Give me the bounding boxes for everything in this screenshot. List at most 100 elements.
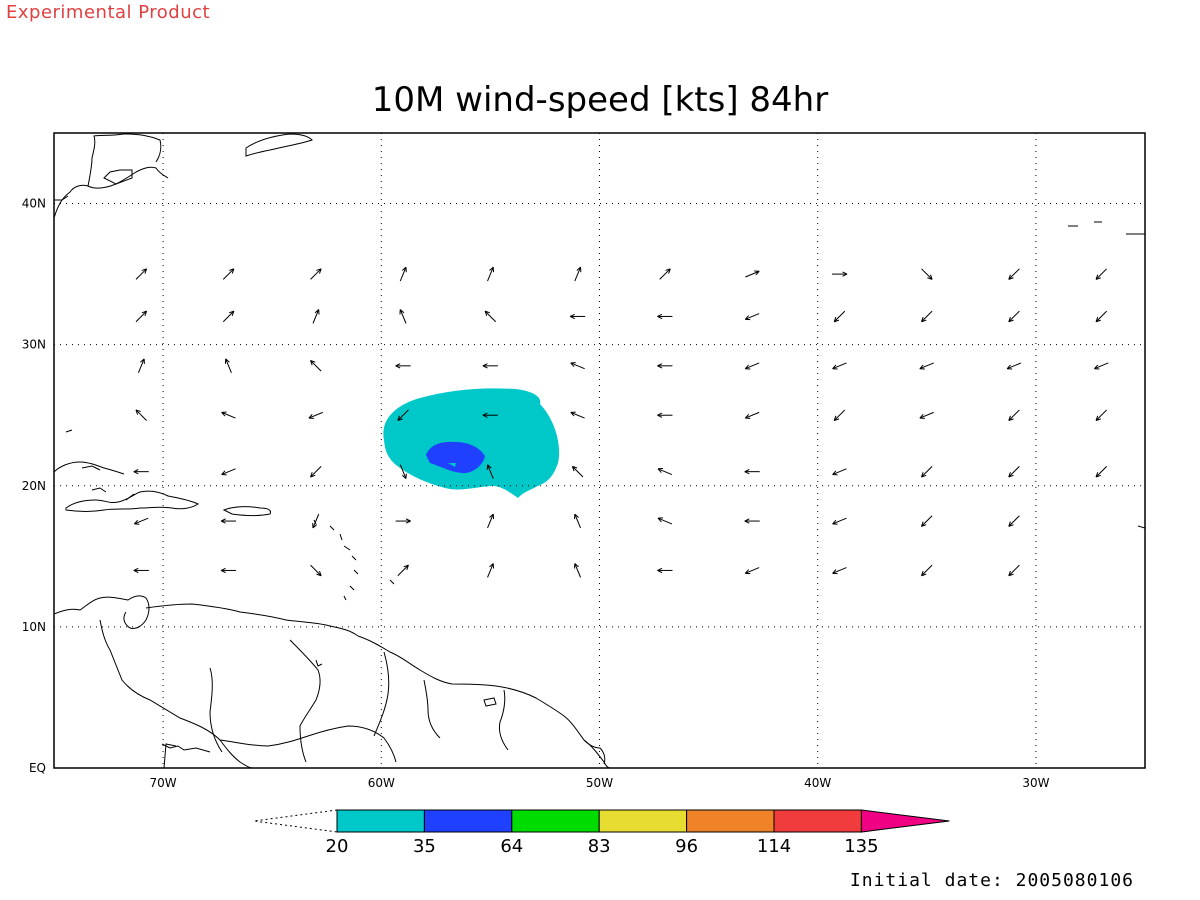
wind-vector (1008, 564, 1020, 577)
wind-vector (312, 513, 320, 529)
lat-tick-label: 30N (22, 338, 46, 352)
wind-vector (135, 310, 148, 323)
wind-vector (921, 515, 933, 527)
wind-vector (921, 268, 933, 280)
wind-vector (745, 270, 760, 278)
wind-vector (133, 517, 149, 525)
lon-tick-label: 70W (150, 776, 177, 790)
lat-tick-label: 40N (22, 197, 46, 211)
lon-tick-label: 40W (804, 776, 831, 790)
colorbar-swatch (598, 809, 688, 833)
wind-vector (919, 362, 934, 370)
lat-lon-grid (54, 133, 1145, 768)
wind-vector (659, 268, 671, 280)
wind-vector (486, 464, 494, 479)
wind-vector (921, 310, 933, 323)
wind-vector (1008, 409, 1020, 421)
wind-vector (921, 466, 933, 478)
wind-vector (310, 466, 322, 478)
wind-vector (833, 310, 846, 323)
wind-vector (744, 518, 760, 524)
wind-vector (1095, 310, 1108, 323)
colorbar-label: 96 (675, 836, 698, 857)
wind-vector (744, 469, 760, 475)
colorbar-label: 83 (588, 836, 611, 857)
wind-vector (221, 411, 236, 419)
colorbar-swatch (773, 809, 862, 833)
colorbar: 20 35 64 83 96 114 135 (253, 809, 950, 857)
wind-vector (832, 362, 847, 370)
colorbar-label: 135 (844, 836, 878, 857)
wind-vector (1008, 466, 1020, 478)
colorbar-label: 20 (326, 836, 349, 857)
wind-vectors (133, 266, 1109, 578)
colorbar-label: 114 (757, 836, 791, 857)
wind-vector (657, 517, 673, 525)
wind-vector (308, 411, 323, 419)
colorbar-label: 35 (413, 836, 436, 857)
colorbar-swatch (511, 809, 600, 833)
wind-vector (224, 358, 232, 373)
wind-vector (221, 468, 236, 476)
wind-vector (1095, 409, 1108, 421)
experimental-product-tag: Experimental Product (6, 2, 211, 23)
wind-vector (832, 517, 847, 525)
coastlines (54, 133, 1145, 768)
wind-vector (571, 465, 584, 478)
lon-tick-label: 60W (368, 776, 395, 790)
wind-vector (1008, 310, 1020, 323)
colorbar-label: 64 (500, 836, 523, 857)
wind-vector (1095, 466, 1108, 478)
wind-vector (135, 268, 148, 280)
colorbar-upper-extension (860, 809, 950, 833)
wind-vector (222, 310, 235, 323)
lat-tick-label: EQ (29, 761, 46, 775)
wind-vector (744, 567, 760, 575)
wind-vector (482, 412, 498, 418)
wind-vector (832, 567, 847, 575)
colorbar-swatch (686, 809, 775, 833)
wind-vector (921, 564, 933, 577)
wind-vector (395, 363, 411, 369)
colorbar-swatch (423, 809, 513, 833)
colorbar-swatch (336, 809, 425, 833)
map-title: 10M wind-speed [kts] 84hr (371, 80, 829, 120)
wind-vector (1008, 515, 1020, 527)
wind-vector (310, 360, 322, 372)
lat-tick-label: 20N (22, 479, 46, 493)
wind-vector (657, 567, 673, 574)
wind-vector (574, 513, 582, 529)
wind-vector (395, 518, 411, 524)
wind-vector (744, 313, 760, 321)
wind-vector (482, 363, 498, 369)
wind-vector (569, 313, 586, 320)
wind-vector (399, 266, 407, 282)
wind-vector (574, 563, 582, 578)
wind-vector (310, 268, 322, 280)
wind-vector (832, 468, 847, 476)
wind-contour-35kt (426, 441, 485, 474)
wind-vector (310, 564, 322, 577)
wind-vector (397, 409, 409, 421)
wind-vector (399, 464, 407, 479)
wind-vector (487, 513, 495, 529)
wind-vector (1094, 362, 1109, 370)
wind-vector (570, 362, 585, 370)
colorbar-lower-extension (253, 809, 338, 833)
wind-vector (220, 518, 237, 524)
wind-vector (487, 266, 495, 282)
wind-vector (312, 309, 320, 324)
wind-vector (135, 409, 147, 421)
wind-vector (220, 567, 237, 574)
wind-vector (133, 567, 149, 574)
wind-vector (397, 564, 409, 577)
wind-vector (919, 411, 934, 419)
wind-vector (1008, 268, 1020, 280)
wind-vector (137, 358, 145, 373)
lat-tick-label: 10N (22, 620, 46, 634)
wind-vector (484, 310, 497, 323)
wind-vector (1006, 362, 1022, 370)
wind-vector (399, 309, 407, 324)
wind-vector (744, 362, 760, 370)
